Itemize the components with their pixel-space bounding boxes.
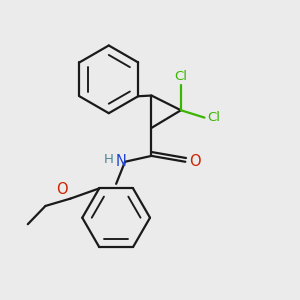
Text: Cl: Cl [207,111,220,124]
Text: N: N [115,154,126,169]
Text: O: O [56,182,68,196]
Text: O: O [189,154,200,169]
Text: Cl: Cl [174,70,188,83]
Text: H: H [104,153,114,166]
